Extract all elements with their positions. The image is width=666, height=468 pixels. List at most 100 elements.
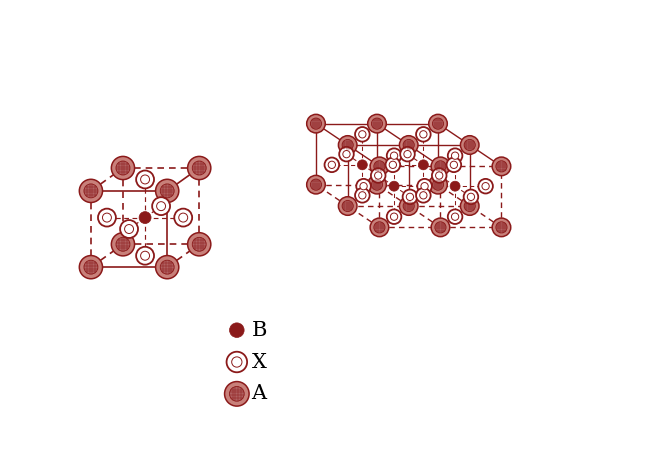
Circle shape xyxy=(432,168,446,183)
Circle shape xyxy=(152,197,170,215)
Circle shape xyxy=(429,114,448,133)
Circle shape xyxy=(141,251,150,260)
Circle shape xyxy=(450,181,460,191)
Circle shape xyxy=(436,172,443,179)
Circle shape xyxy=(79,179,103,203)
Circle shape xyxy=(192,237,206,251)
Circle shape xyxy=(421,183,428,190)
Circle shape xyxy=(356,179,371,193)
Circle shape xyxy=(447,158,461,172)
Circle shape xyxy=(492,157,511,176)
Circle shape xyxy=(374,161,385,172)
Circle shape xyxy=(448,209,462,224)
Circle shape xyxy=(188,156,211,180)
Circle shape xyxy=(482,183,490,190)
Circle shape xyxy=(450,161,458,168)
Circle shape xyxy=(432,179,444,190)
Circle shape xyxy=(478,179,493,193)
Circle shape xyxy=(358,160,368,170)
Circle shape xyxy=(310,118,322,129)
Circle shape xyxy=(464,139,476,151)
Circle shape xyxy=(355,188,370,203)
Circle shape xyxy=(400,197,418,215)
Circle shape xyxy=(324,158,339,172)
Circle shape xyxy=(452,213,459,220)
Circle shape xyxy=(420,131,427,138)
Circle shape xyxy=(468,193,475,200)
Circle shape xyxy=(368,114,386,133)
Circle shape xyxy=(338,197,357,215)
Circle shape xyxy=(310,179,322,190)
Circle shape xyxy=(404,151,411,158)
Circle shape xyxy=(374,172,382,179)
Circle shape xyxy=(374,222,385,233)
Circle shape xyxy=(448,148,462,163)
Circle shape xyxy=(386,158,400,172)
Circle shape xyxy=(161,260,174,274)
Circle shape xyxy=(389,181,399,191)
Circle shape xyxy=(342,200,353,212)
Circle shape xyxy=(174,209,192,227)
Circle shape xyxy=(390,152,398,159)
Circle shape xyxy=(371,168,386,183)
Circle shape xyxy=(359,131,366,138)
Circle shape xyxy=(452,152,459,159)
Circle shape xyxy=(403,200,414,212)
Circle shape xyxy=(435,161,446,172)
Circle shape xyxy=(230,387,244,401)
Circle shape xyxy=(136,170,154,189)
Circle shape xyxy=(306,176,325,194)
Circle shape xyxy=(372,118,382,129)
Circle shape xyxy=(343,151,350,158)
Circle shape xyxy=(416,127,431,142)
Circle shape xyxy=(84,260,98,274)
Circle shape xyxy=(224,381,249,406)
Circle shape xyxy=(98,209,116,227)
Text: B: B xyxy=(252,321,267,340)
Circle shape xyxy=(156,256,178,279)
Circle shape xyxy=(328,161,336,168)
Circle shape xyxy=(188,233,211,256)
Circle shape xyxy=(111,233,135,256)
Circle shape xyxy=(156,179,178,203)
Circle shape xyxy=(431,218,450,237)
Circle shape xyxy=(141,175,150,184)
Circle shape xyxy=(406,193,414,200)
Circle shape xyxy=(306,114,325,133)
Circle shape xyxy=(431,157,450,176)
Circle shape xyxy=(79,256,103,279)
Circle shape xyxy=(370,157,389,176)
Circle shape xyxy=(116,161,130,175)
Circle shape xyxy=(342,139,353,151)
Circle shape xyxy=(403,190,417,204)
Circle shape xyxy=(492,218,511,237)
Circle shape xyxy=(387,148,402,163)
Circle shape xyxy=(464,200,476,212)
Circle shape xyxy=(372,179,382,190)
Circle shape xyxy=(387,209,402,224)
Circle shape xyxy=(368,176,386,194)
Text: A: A xyxy=(252,384,266,403)
Circle shape xyxy=(429,176,448,194)
Circle shape xyxy=(111,156,135,180)
Circle shape xyxy=(139,212,151,224)
Circle shape xyxy=(460,197,479,215)
Circle shape xyxy=(389,161,396,168)
Circle shape xyxy=(418,179,432,193)
Circle shape xyxy=(116,237,130,251)
Circle shape xyxy=(403,139,414,151)
Circle shape xyxy=(432,118,444,129)
Circle shape xyxy=(464,190,478,204)
Circle shape xyxy=(370,218,389,237)
Text: X: X xyxy=(252,352,266,372)
Circle shape xyxy=(103,213,111,222)
Circle shape xyxy=(120,220,138,238)
Circle shape xyxy=(420,192,427,199)
Circle shape xyxy=(400,136,418,154)
Circle shape xyxy=(400,147,415,161)
Circle shape xyxy=(496,161,507,172)
Circle shape xyxy=(496,222,507,233)
Circle shape xyxy=(232,357,242,367)
Circle shape xyxy=(178,213,188,222)
Circle shape xyxy=(157,202,166,211)
